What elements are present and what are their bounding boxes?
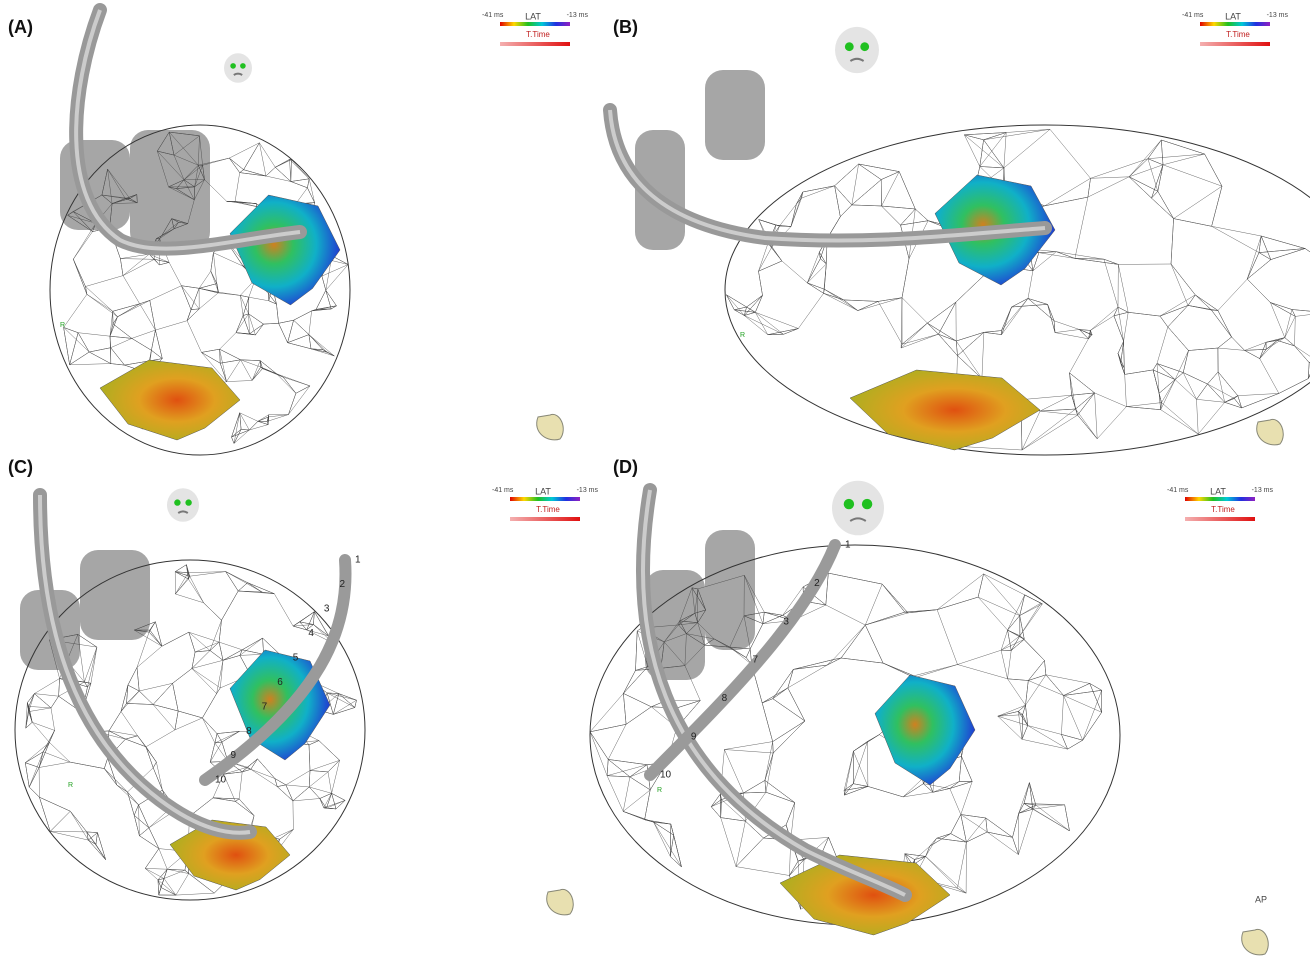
legend-min: -41 ms: [482, 12, 504, 19]
figure: R -41 ms LAT -13 ms T.Time (A) R -41 ms LAT -13 m…: [0, 0, 1310, 978]
legend-max: -13 ms: [1252, 487, 1274, 494]
orientation-face: [167, 488, 199, 522]
structure: [705, 530, 755, 650]
orientation-label: R: [68, 782, 73, 789]
legend-scale: [1185, 497, 1255, 501]
electrode-label: 7: [753, 655, 759, 666]
panel: R -41 ms LAT -13 ms T.Time (B): [610, 11, 1310, 455]
structure: [705, 70, 765, 160]
legend-title: LAT: [535, 486, 551, 496]
map-patch: [875, 675, 975, 785]
legend-secondary-bar: [1200, 42, 1270, 46]
electrode-label: 3: [324, 604, 330, 615]
panel-label: (B): [613, 17, 638, 37]
face-eye: [844, 499, 854, 509]
legend-scale: [510, 497, 580, 501]
legend-secondary-bar: [510, 517, 580, 521]
electrode-label: 5: [293, 652, 299, 663]
panel: 1 2 3 4 5 6 7 8 9 10 R -41 ms LAT -13 ms T.Time (C): [8, 457, 598, 915]
structure: [80, 550, 150, 640]
orientation-label: R: [657, 787, 662, 794]
legend-title: LAT: [1225, 11, 1241, 21]
orientation-label: R: [60, 322, 65, 329]
electrode-label: 2: [814, 578, 820, 589]
face-eye: [240, 63, 246, 69]
legend-min: -41 ms: [1182, 12, 1204, 19]
heart-icon: [1242, 929, 1269, 954]
face-eye: [230, 63, 236, 69]
electrode-label: 1: [845, 540, 851, 551]
orientation-face: [832, 481, 884, 536]
catheter: [643, 490, 905, 895]
panel: 1 2 3 7 8 9 10 AP R -41 ms LAT -13 ms T.Time (D): [590, 457, 1273, 955]
legend-scale: [1200, 22, 1270, 26]
electrode-label: 7: [262, 701, 268, 712]
electrode-label: 8: [722, 693, 728, 704]
legend-secondary: T.Time: [526, 30, 550, 39]
electrode-label: 6: [277, 677, 283, 688]
orientation-label: R: [740, 332, 745, 339]
electrode-label: 4: [308, 628, 314, 639]
view-label: AP: [1255, 894, 1267, 904]
electrode-label: 10: [660, 770, 672, 781]
heart-icon: [537, 414, 564, 439]
electrode-label: 8: [246, 726, 252, 737]
map-patch: [850, 370, 1040, 450]
face-eye: [185, 499, 191, 505]
legend-secondary: T.Time: [1226, 30, 1250, 39]
panel-label: (C): [8, 457, 33, 477]
legend-title: LAT: [525, 11, 541, 21]
electrode-label: 3: [783, 616, 789, 627]
face-eye: [174, 499, 180, 505]
electrode-label: 9: [691, 731, 697, 742]
electrode-label: 2: [339, 579, 345, 590]
legend-secondary: T.Time: [1211, 505, 1235, 514]
map-patch: [100, 360, 240, 440]
heart-icon: [1257, 419, 1284, 444]
orientation-face: [224, 53, 252, 82]
legend-secondary: T.Time: [536, 505, 560, 514]
legend-title: LAT: [1210, 486, 1226, 496]
legend-max: -13 ms: [1267, 12, 1289, 19]
legend-max: -13 ms: [567, 12, 589, 19]
legend-secondary-bar: [500, 42, 570, 46]
electrode-label: 9: [231, 750, 237, 761]
legend-max: -13 ms: [577, 487, 599, 494]
face-eye: [845, 42, 854, 51]
electrode-label: 10: [215, 775, 227, 786]
heart-icon: [547, 889, 574, 914]
face-eye: [862, 499, 872, 509]
electrode-label: 1: [355, 555, 361, 566]
legend-secondary-bar: [1185, 517, 1255, 521]
panel: R -41 ms LAT -13 ms T.Time (A): [8, 10, 588, 455]
panel-label: (D): [613, 457, 638, 477]
legend-scale: [500, 22, 570, 26]
structure: [130, 130, 210, 250]
legend-min: -41 ms: [492, 487, 514, 494]
panel-label: (A): [8, 17, 33, 37]
legend-min: -41 ms: [1167, 487, 1189, 494]
face-eye: [860, 42, 869, 51]
map-patch: [780, 855, 950, 935]
orientation-face: [835, 27, 879, 73]
